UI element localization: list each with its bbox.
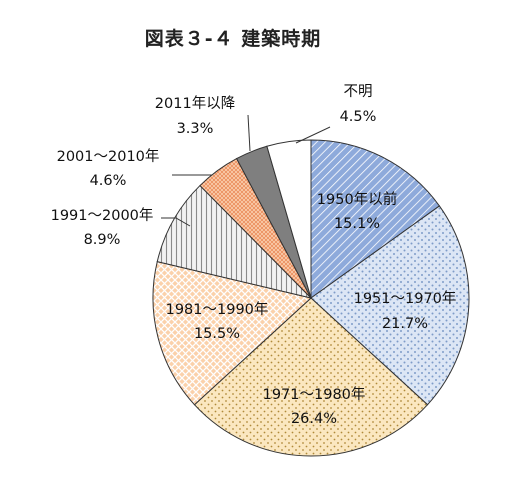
pie-slice (310, 205, 470, 406)
slice-label: 不明 (344, 84, 373, 100)
slice-label: 1951～1970年 (354, 290, 457, 307)
slice-label: 1981～1990年 (166, 301, 269, 318)
pie-slice (152, 260, 313, 406)
slice-value-label: 15.1% (334, 216, 380, 232)
slice-label: 2011年以降 (155, 95, 235, 112)
leader-line (295, 126, 331, 144)
slice-label: 1950年以前 (317, 191, 397, 208)
slice-label: 1991～2000年 (51, 207, 154, 224)
slice-label: 2001～2010年 (57, 148, 160, 165)
pie-slice (310, 139, 441, 299)
pie-slice (156, 184, 313, 299)
slice-label: 1971～1980年 (263, 386, 366, 403)
slice-value-label: 8.9% (84, 232, 121, 248)
chart-title: 図表３-４ 建築時期 (144, 28, 322, 50)
slice-value-label: 15.5% (194, 326, 240, 342)
slice-value-label: 3.3% (177, 121, 214, 137)
leader-line (247, 114, 251, 152)
pie-slice (266, 139, 312, 299)
leader-line (161, 217, 191, 227)
slice-value-label: 4.5% (340, 109, 377, 125)
slice-value-label: 4.6% (90, 173, 127, 189)
pie-slice (193, 297, 429, 457)
slice-value-label: 26.4% (291, 411, 337, 427)
slice-value-label: 21.7% (382, 316, 428, 332)
